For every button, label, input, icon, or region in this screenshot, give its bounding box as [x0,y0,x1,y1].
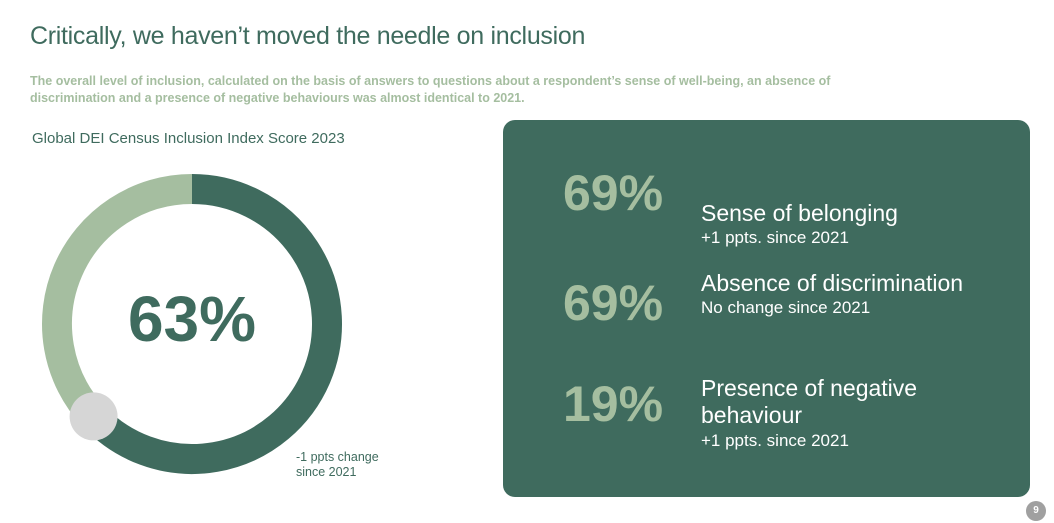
stat-value: 69% [562,165,664,221]
stat-label: Presence of negative behaviour [701,375,918,428]
stats-panel: 69% Sense of belonging +1 ppts. since 20… [503,120,1030,497]
stat-value: 69% [562,275,664,331]
change-line-2: since 2021 [296,465,357,479]
slide-subtitle: The overall level of inclusion, calculat… [30,74,831,105]
stat-label: Sense of belonging [701,200,898,226]
donut-center-value: 63% [127,283,257,355]
stat-note: No change since 2021 [701,298,871,317]
stat-note: +1 ppts. since 2021 [701,228,849,247]
slide-title: Critically, we haven’t moved the needle … [30,22,586,50]
change-line-1: -1 ppts change [296,450,379,464]
stat-value: 19% [562,376,664,432]
stat-note: +1 ppts. since 2021 [701,431,849,450]
donut-chart [42,174,342,474]
donut-end-marker [69,392,118,441]
page-number: 9 [1026,501,1046,521]
donut-slice-inclusion [82,174,342,474]
donut-slice-remaining [42,174,193,427]
stat-label: Absence of discrimination [701,270,964,296]
chart-title: Global DEI Census Inclusion Index Score … [32,130,345,147]
change-annotation: -1 ppts change since 2021 [296,450,379,480]
